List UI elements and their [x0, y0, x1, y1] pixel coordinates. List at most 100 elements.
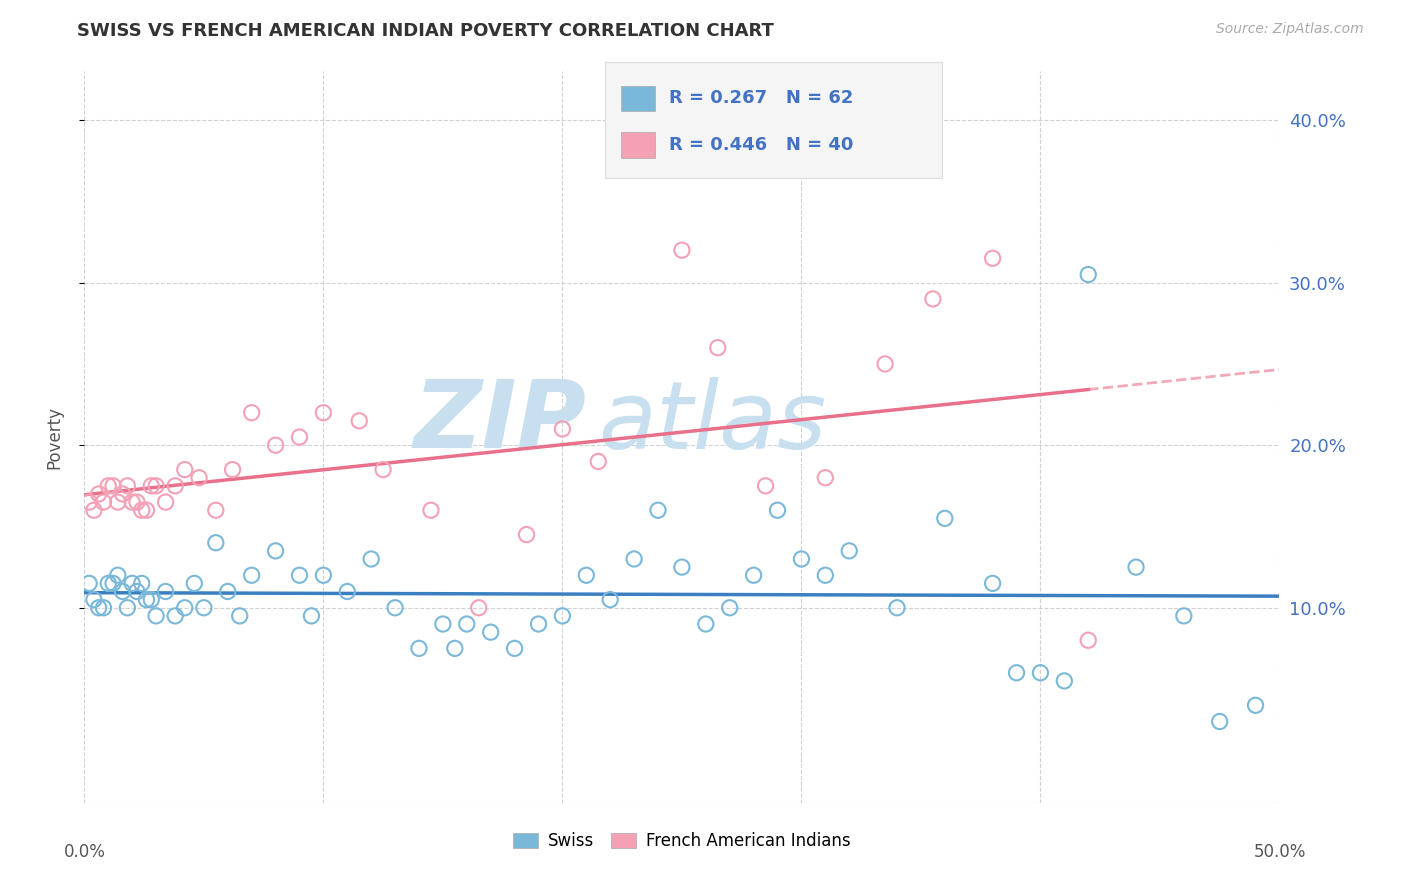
Point	[647, 503, 669, 517]
Point	[981, 252, 1004, 266]
Point	[1244, 698, 1267, 713]
Point	[1077, 268, 1099, 282]
Point	[551, 422, 574, 436]
Bar	[621, 132, 655, 158]
Point	[599, 592, 621, 607]
Point	[444, 641, 467, 656]
Point	[188, 471, 211, 485]
Point	[301, 608, 323, 623]
Text: SWISS VS FRENCH AMERICAN INDIAN POVERTY CORRELATION CHART: SWISS VS FRENCH AMERICAN INDIAN POVERTY …	[77, 22, 775, 40]
Point	[886, 600, 908, 615]
Point	[193, 600, 215, 615]
Bar	[621, 86, 655, 112]
Point	[240, 406, 263, 420]
Point	[165, 479, 187, 493]
Point	[814, 471, 837, 485]
Point	[527, 617, 550, 632]
Point	[420, 503, 443, 517]
Point	[141, 592, 163, 607]
Point	[1029, 665, 1052, 680]
Point	[695, 617, 717, 632]
Point	[173, 600, 195, 615]
Point	[83, 503, 105, 517]
Legend: Swiss, French American Indians: Swiss, French American Indians	[506, 825, 858, 856]
Point	[875, 357, 897, 371]
Text: Source: ZipAtlas.com: Source: ZipAtlas.com	[1216, 22, 1364, 37]
Point	[623, 552, 645, 566]
Point	[165, 608, 187, 623]
Point	[205, 535, 228, 549]
Point	[742, 568, 765, 582]
Point	[766, 503, 789, 517]
Point	[384, 600, 406, 615]
Point	[1005, 665, 1028, 680]
Point	[101, 479, 124, 493]
Point	[1173, 608, 1195, 623]
Point	[264, 544, 287, 558]
Point	[221, 462, 243, 476]
Point	[432, 617, 454, 632]
Point	[125, 584, 148, 599]
Point	[183, 576, 205, 591]
Point	[145, 608, 167, 623]
Point	[117, 479, 139, 493]
Point	[77, 495, 100, 509]
Point	[707, 341, 730, 355]
Point	[111, 487, 134, 501]
Point	[1077, 633, 1099, 648]
Point	[981, 576, 1004, 591]
Point	[101, 576, 124, 591]
Text: R = 0.267   N = 62: R = 0.267 N = 62	[669, 89, 853, 107]
Point	[141, 479, 163, 493]
Point	[131, 576, 153, 591]
Point	[121, 576, 143, 591]
Point	[516, 527, 538, 541]
Point	[790, 552, 813, 566]
Point	[93, 600, 115, 615]
Text: ZIP: ZIP	[413, 376, 586, 468]
Point	[838, 544, 860, 558]
Point	[503, 641, 526, 656]
Point	[264, 438, 287, 452]
Point	[934, 511, 956, 525]
Text: R = 0.446   N = 40: R = 0.446 N = 40	[669, 136, 853, 153]
Point	[1125, 560, 1147, 574]
Point	[93, 495, 115, 509]
Point	[83, 592, 105, 607]
Point	[107, 568, 129, 582]
Y-axis label: Poverty: Poverty	[45, 406, 63, 468]
Point	[117, 600, 139, 615]
Point	[312, 568, 335, 582]
Point	[173, 462, 195, 476]
Point	[468, 600, 491, 615]
Text: 0.0%: 0.0%	[63, 844, 105, 862]
Point	[718, 600, 741, 615]
Point	[360, 552, 382, 566]
Point	[588, 454, 610, 468]
Point	[671, 560, 693, 574]
Point	[107, 495, 129, 509]
Point	[479, 625, 502, 640]
Point	[121, 495, 143, 509]
Point	[456, 617, 478, 632]
Point	[288, 430, 311, 444]
Point	[217, 584, 239, 599]
Point	[671, 243, 693, 257]
Point	[155, 584, 177, 599]
Point	[373, 462, 395, 476]
Point	[229, 608, 252, 623]
Point	[131, 503, 153, 517]
Point	[205, 503, 228, 517]
Point	[87, 487, 110, 501]
Text: atlas: atlas	[599, 377, 827, 468]
Point	[240, 568, 263, 582]
Point	[111, 584, 134, 599]
Point	[408, 641, 430, 656]
Point	[125, 495, 148, 509]
Point	[922, 292, 945, 306]
Point	[755, 479, 778, 493]
Point	[814, 568, 837, 582]
Point	[288, 568, 311, 582]
Point	[575, 568, 598, 582]
Point	[97, 576, 120, 591]
